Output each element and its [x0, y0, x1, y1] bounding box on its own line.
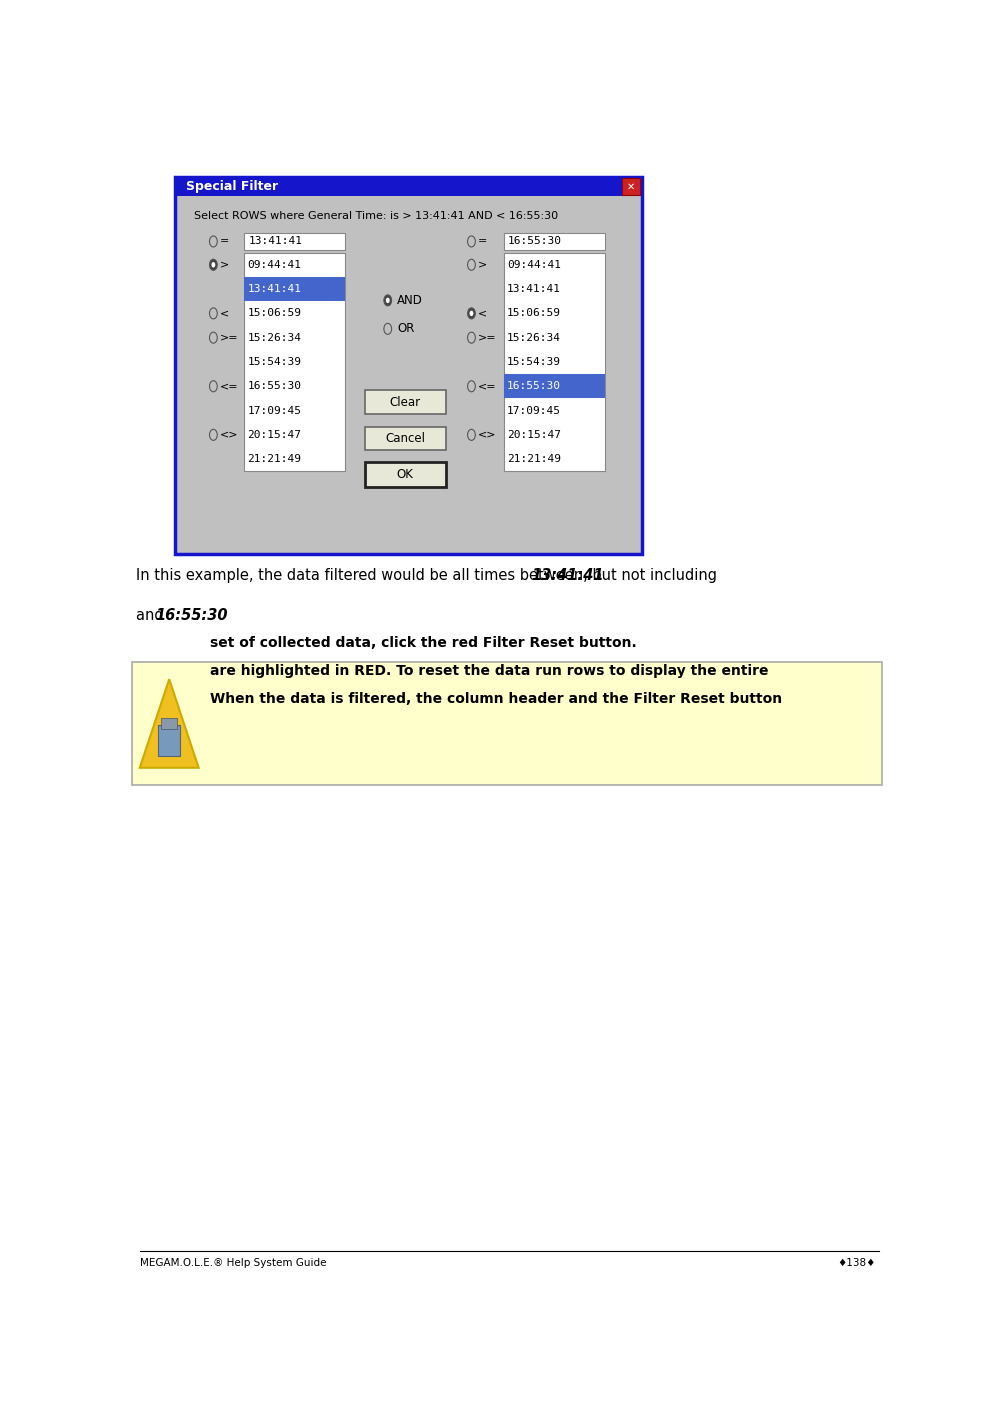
Polygon shape [140, 680, 199, 768]
Text: 09:44:41: 09:44:41 [507, 259, 561, 269]
Text: Clear: Clear [390, 396, 420, 409]
Text: Select ROWS where General Time: is > 13:41:41 AND < 16:55:30: Select ROWS where General Time: is > 13:… [194, 211, 558, 221]
Text: 16:55:30: 16:55:30 [508, 237, 562, 247]
Text: 15:26:34: 15:26:34 [507, 332, 561, 342]
FancyBboxPatch shape [132, 663, 883, 785]
Text: and: and [136, 608, 168, 623]
FancyBboxPatch shape [365, 390, 446, 413]
Text: >=: >= [220, 332, 239, 342]
Text: <=: <= [478, 382, 496, 392]
Circle shape [386, 298, 390, 304]
Circle shape [467, 308, 475, 319]
Text: Cancel: Cancel [386, 432, 425, 445]
Text: 17:09:45: 17:09:45 [507, 406, 561, 416]
Text: 21:21:49: 21:21:49 [507, 455, 561, 465]
Text: MEGAM.O.L.E.® Help System Guide: MEGAM.O.L.E.® Help System Guide [140, 1258, 326, 1268]
Text: OR: OR [397, 322, 414, 335]
Text: 15:54:39: 15:54:39 [248, 356, 301, 368]
FancyBboxPatch shape [245, 232, 345, 251]
FancyBboxPatch shape [504, 375, 604, 399]
FancyBboxPatch shape [504, 252, 604, 472]
Text: 13:41:41: 13:41:41 [248, 237, 302, 247]
Text: 15:54:39: 15:54:39 [507, 356, 561, 368]
Text: >: > [220, 259, 229, 269]
FancyBboxPatch shape [622, 178, 639, 195]
FancyBboxPatch shape [175, 177, 642, 554]
Text: are highlighted in RED. To reset the data run rows to display the entire: are highlighted in RED. To reset the dat… [210, 664, 768, 678]
Text: ✕: ✕ [626, 181, 635, 191]
Text: 13:41:41: 13:41:41 [507, 284, 561, 294]
Text: 16:55:30: 16:55:30 [507, 382, 561, 392]
FancyBboxPatch shape [175, 177, 642, 195]
Circle shape [384, 295, 392, 306]
Text: 20:15:47: 20:15:47 [507, 430, 561, 440]
Text: 21:21:49: 21:21:49 [248, 455, 301, 465]
Text: 16:55:30: 16:55:30 [155, 608, 228, 623]
Text: 15:06:59: 15:06:59 [248, 308, 301, 318]
FancyBboxPatch shape [158, 725, 180, 757]
Text: .: . [195, 608, 199, 623]
FancyBboxPatch shape [161, 718, 177, 730]
Circle shape [212, 262, 216, 268]
Text: set of collected data, click the red Filter Reset button.: set of collected data, click the red Fil… [210, 636, 636, 650]
Text: AND: AND [397, 294, 422, 306]
Text: In this example, the data filtered would be all times between, but not including: In this example, the data filtered would… [136, 567, 722, 583]
Text: =: = [220, 237, 229, 247]
Text: 13:41:41: 13:41:41 [532, 567, 604, 583]
Text: <=: <= [220, 382, 239, 392]
Text: >=: >= [478, 332, 496, 342]
Text: 15:06:59: 15:06:59 [507, 308, 561, 318]
Text: 16:55:30: 16:55:30 [248, 382, 301, 392]
FancyBboxPatch shape [365, 462, 446, 487]
Circle shape [469, 311, 473, 316]
Text: <: < [220, 308, 229, 318]
Text: ♦138♦: ♦138♦ [838, 1258, 876, 1268]
Text: <: < [478, 308, 487, 318]
FancyBboxPatch shape [245, 252, 345, 472]
Text: >: > [478, 259, 487, 269]
Text: Special Filter: Special Filter [186, 180, 278, 192]
Text: 09:44:41: 09:44:41 [248, 259, 301, 269]
Text: 20:15:47: 20:15:47 [248, 430, 301, 440]
FancyBboxPatch shape [180, 1280, 647, 1425]
Circle shape [210, 259, 218, 271]
Text: 13:41:41: 13:41:41 [248, 284, 301, 294]
Text: <>: <> [220, 430, 239, 440]
Text: =: = [478, 237, 487, 247]
Text: 15:26:34: 15:26:34 [248, 332, 301, 342]
Text: When the data is filtered, the column header and the Filter Reset button: When the data is filtered, the column he… [210, 691, 781, 705]
Text: OK: OK [397, 467, 414, 480]
Text: 17:09:45: 17:09:45 [248, 406, 301, 416]
FancyBboxPatch shape [504, 232, 604, 251]
FancyBboxPatch shape [365, 426, 446, 450]
FancyBboxPatch shape [245, 276, 345, 301]
Text: <>: <> [478, 430, 496, 440]
